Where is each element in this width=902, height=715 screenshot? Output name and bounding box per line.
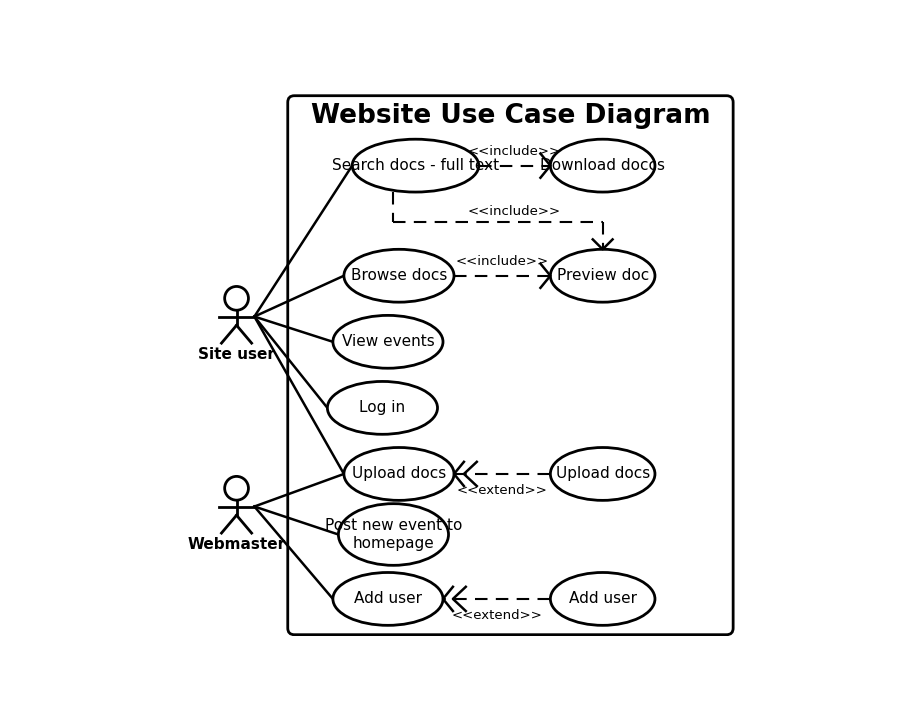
Text: Post new event to
homepage: Post new event to homepage: [325, 518, 462, 551]
Circle shape: [225, 476, 248, 500]
FancyBboxPatch shape: [288, 96, 733, 635]
Ellipse shape: [550, 573, 655, 626]
Text: <<include>>: <<include>>: [456, 255, 548, 268]
Text: Upload docs: Upload docs: [352, 466, 446, 481]
Text: Add user: Add user: [568, 591, 637, 606]
Text: Browse docs: Browse docs: [351, 268, 447, 283]
Text: Site user: Site user: [198, 347, 275, 362]
Circle shape: [225, 287, 248, 310]
Text: Download doccs: Download doccs: [540, 158, 665, 173]
Text: Preview doc: Preview doc: [557, 268, 649, 283]
Ellipse shape: [333, 573, 443, 626]
Text: <<include>>: <<include>>: [468, 145, 561, 158]
Ellipse shape: [344, 250, 454, 302]
Ellipse shape: [550, 448, 655, 500]
Text: <<extend>>: <<extend>>: [451, 609, 542, 622]
Text: Search docs - full text: Search docs - full text: [332, 158, 499, 173]
Text: Upload docs: Upload docs: [556, 466, 649, 481]
Text: Webmaster: Webmaster: [188, 537, 286, 552]
Ellipse shape: [344, 448, 454, 500]
Ellipse shape: [338, 503, 448, 566]
Ellipse shape: [550, 139, 655, 192]
Text: Website Use Case Diagram: Website Use Case Diagram: [311, 103, 711, 129]
Text: <<include>>: <<include>>: [468, 205, 561, 218]
Text: View events: View events: [342, 335, 435, 350]
Text: Log in: Log in: [359, 400, 406, 415]
Text: Add user: Add user: [354, 591, 422, 606]
Text: <<extend>>: <<extend>>: [456, 484, 548, 497]
Ellipse shape: [333, 315, 443, 368]
Ellipse shape: [352, 139, 479, 192]
Ellipse shape: [550, 250, 655, 302]
Ellipse shape: [327, 381, 437, 434]
